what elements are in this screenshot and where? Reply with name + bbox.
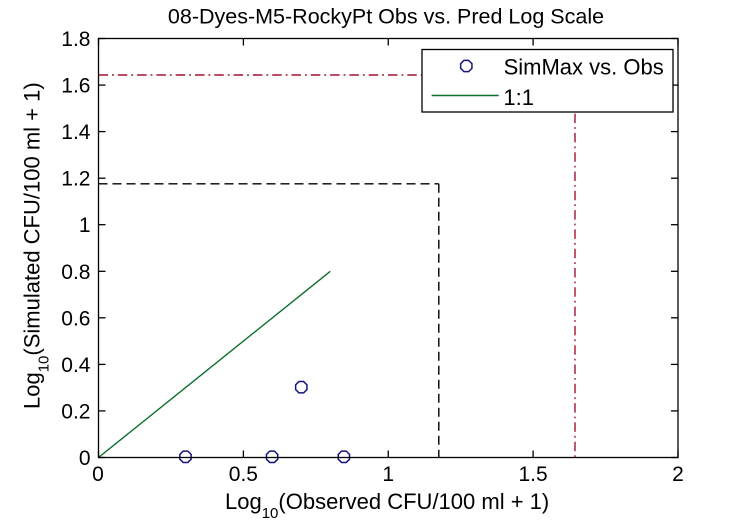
svg-text:08-Dyes-M5-RockyPt Obs vs. Pre: 08-Dyes-M5-RockyPt Obs vs. Pred Log Scal… [168, 5, 604, 29]
svg-text:0.4: 0.4 [61, 354, 91, 377]
svg-text:0.6: 0.6 [61, 307, 90, 330]
svg-text:2: 2 [672, 463, 684, 486]
svg-text:1.6: 1.6 [61, 75, 90, 98]
svg-text:0.5: 0.5 [229, 463, 258, 486]
svg-text:1.2: 1.2 [61, 168, 90, 191]
svg-text:SimMax vs. Obs: SimMax vs. Obs [504, 54, 664, 79]
svg-text:0: 0 [92, 463, 104, 486]
svg-text:0: 0 [79, 447, 91, 470]
svg-text:1.5: 1.5 [518, 463, 547, 486]
svg-text:1:1: 1:1 [503, 85, 534, 110]
svg-text:1.4: 1.4 [61, 121, 91, 144]
svg-text:1: 1 [79, 214, 91, 237]
svg-text:1: 1 [382, 463, 394, 486]
svg-text:1.8: 1.8 [61, 28, 90, 51]
svg-text:0.2: 0.2 [61, 400, 90, 423]
svg-text:0.8: 0.8 [61, 261, 90, 284]
